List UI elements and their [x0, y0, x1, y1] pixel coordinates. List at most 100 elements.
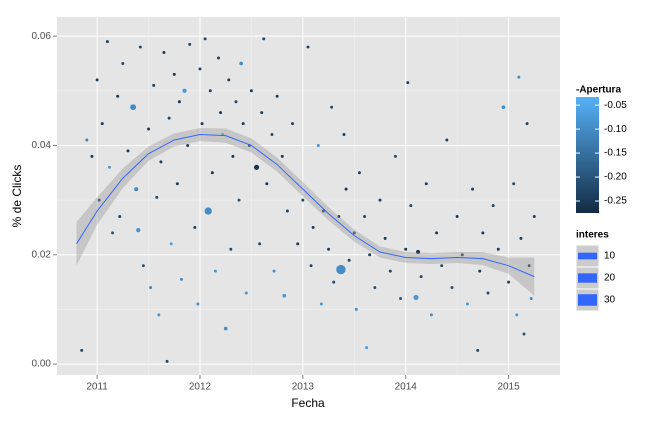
point	[182, 88, 187, 93]
plot-panel	[57, 17, 560, 375]
point	[465, 302, 469, 306]
point	[253, 164, 260, 170]
point	[162, 51, 166, 55]
point	[319, 302, 323, 306]
point	[80, 348, 84, 352]
point	[126, 149, 130, 153]
point	[406, 81, 410, 85]
size-legend-key	[578, 294, 597, 306]
point	[373, 286, 377, 290]
size-legend-key	[578, 273, 597, 283]
point	[260, 111, 264, 115]
x-axis-label: Fecha	[291, 396, 325, 410]
point	[327, 247, 331, 251]
point	[219, 111, 223, 115]
point	[193, 225, 197, 229]
x-tick-label: 2015	[497, 382, 520, 393]
point	[244, 291, 248, 295]
point	[85, 138, 89, 142]
point	[337, 215, 341, 218]
point	[231, 154, 235, 158]
point	[368, 253, 372, 257]
point	[393, 154, 397, 158]
color-legend-title: -Apertura	[576, 85, 621, 96]
point	[478, 269, 482, 273]
point	[130, 104, 137, 111]
point	[388, 269, 392, 273]
point	[237, 198, 241, 202]
point	[149, 286, 153, 290]
color-legend-label: -0.10	[604, 124, 627, 135]
point	[169, 242, 173, 246]
smooth-line	[76, 134, 535, 278]
point	[249, 89, 253, 93]
point	[476, 348, 480, 352]
point	[352, 231, 356, 235]
point	[357, 171, 361, 175]
point	[309, 264, 313, 268]
point	[471, 187, 475, 191]
point	[285, 209, 289, 213]
point	[496, 247, 500, 251]
point	[363, 215, 367, 218]
point	[450, 286, 454, 290]
size-legend-key	[578, 252, 597, 260]
point	[223, 326, 228, 331]
point	[186, 143, 190, 147]
point	[332, 280, 336, 284]
size-legend-title: interes	[576, 230, 609, 241]
point	[336, 264, 346, 275]
point	[203, 37, 207, 41]
y-axis-label: % de Clicks	[10, 165, 24, 228]
size-legend-label: 20	[604, 273, 616, 284]
point	[200, 122, 204, 126]
point	[265, 182, 269, 186]
y-tick-label: 0.02	[32, 249, 52, 260]
point	[165, 359, 169, 363]
colorbar	[576, 97, 599, 213]
point	[177, 100, 181, 104]
point	[138, 45, 142, 49]
point	[272, 269, 276, 273]
point	[527, 264, 531, 268]
point	[296, 242, 300, 246]
point	[198, 67, 202, 71]
point	[429, 313, 433, 317]
point	[159, 160, 163, 164]
point	[175, 182, 179, 186]
x-tick-label: 2014	[395, 382, 418, 393]
point	[208, 89, 212, 93]
point	[95, 78, 99, 82]
y-tick-label: 0.06	[32, 31, 52, 42]
point	[262, 37, 266, 41]
point	[347, 258, 351, 262]
point	[525, 122, 529, 126]
point	[486, 291, 490, 295]
size-legend-label: 30	[604, 295, 616, 306]
point	[383, 236, 387, 240]
point	[291, 122, 295, 126]
point	[532, 215, 536, 218]
point	[481, 231, 485, 235]
point	[316, 143, 320, 147]
x-tick-label: 2013	[292, 382, 315, 393]
confidence-band	[76, 127, 535, 296]
x-tick-label: 2011	[86, 382, 108, 393]
point	[234, 100, 238, 104]
y-tick-label: 0.00	[32, 359, 52, 370]
point	[134, 187, 139, 192]
point	[378, 198, 382, 202]
point	[435, 231, 439, 235]
x-tick-label: 2012	[189, 382, 212, 393]
point	[196, 302, 200, 306]
point	[97, 198, 101, 202]
point	[147, 127, 151, 131]
point	[399, 296, 403, 300]
point	[136, 228, 141, 233]
color-legend-label: -0.25	[604, 196, 627, 207]
point	[311, 225, 315, 229]
point	[229, 247, 233, 251]
point	[107, 165, 111, 169]
size-legend-label: 10	[604, 251, 616, 262]
point	[167, 116, 171, 120]
